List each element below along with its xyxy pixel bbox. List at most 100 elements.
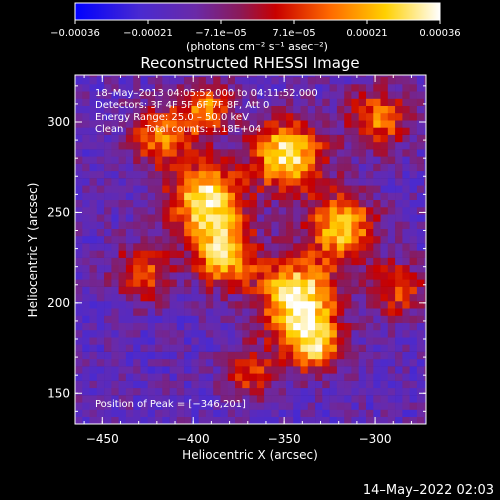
heatmap-cell	[329, 416, 338, 424]
heatmap-cell	[140, 76, 149, 85]
heatmap-cell	[220, 127, 229, 135]
heatmap-cell	[366, 337, 374, 345]
heatmap-cell	[89, 214, 98, 222]
heatmap-cell	[176, 243, 185, 251]
heatmap-cell	[373, 257, 381, 266]
heatmap-cell	[133, 214, 141, 222]
heatmap-cell	[329, 127, 338, 135]
heatmap-cell	[118, 395, 127, 403]
heatmap-cell	[402, 228, 410, 237]
heatmap-cell	[416, 134, 425, 143]
heatmap-cell	[198, 380, 207, 389]
annotation-detectors: Detectors: 3F 4F 5F 6F 7F 8F, Att 0	[95, 100, 269, 111]
heatmap-cell	[329, 91, 338, 99]
heatmap-cell	[373, 75, 381, 78]
heatmap-cell	[82, 387, 90, 396]
heatmap-cell	[416, 330, 425, 338]
heatmap-cell	[176, 358, 185, 367]
heatmap-cell	[249, 380, 258, 389]
heatmap-cell	[336, 293, 345, 302]
heatmap-cell	[198, 293, 207, 302]
heatmap-cell	[235, 91, 243, 99]
heatmap-cell	[387, 337, 396, 345]
heatmap-cell	[96, 272, 105, 280]
heatmap-cell	[82, 337, 90, 345]
heatmap-cell	[162, 235, 170, 244]
heatmap-cell	[176, 409, 185, 417]
heatmap-cell	[409, 264, 418, 273]
heatmap-cell	[271, 185, 279, 193]
heatmap-cell	[242, 279, 250, 287]
heatmap-cell	[140, 279, 149, 287]
heatmap-cell	[125, 156, 134, 164]
heatmap-cell	[424, 344, 426, 352]
heatmap-cell	[75, 170, 83, 179]
heatmap-cell	[242, 170, 250, 179]
heatmap-cell	[125, 214, 134, 222]
heatmap-cell	[286, 91, 294, 99]
heatmap-cell	[351, 235, 359, 244]
heatmap-cell	[227, 105, 236, 114]
heatmap-cell	[249, 207, 258, 215]
heatmap-cell	[155, 134, 163, 143]
heatmap-cell	[329, 192, 338, 200]
heatmap-cell	[300, 358, 309, 367]
heatmap-cell	[235, 402, 243, 410]
heatmap-cell	[380, 178, 389, 186]
heatmap-cell	[133, 76, 141, 85]
y-tick-label: 300	[47, 115, 70, 129]
heatmap-cell	[402, 380, 410, 389]
heatmap-cell	[409, 98, 418, 106]
heatmap-cell	[373, 243, 381, 251]
heatmap-cell	[82, 84, 90, 92]
heatmap-cell	[176, 127, 185, 135]
heatmap-cell	[104, 395, 112, 403]
heatmap-cell	[344, 185, 352, 193]
heatmap-cell	[162, 185, 170, 193]
heatmap-cell	[322, 75, 330, 78]
heatmap-cell	[329, 272, 338, 280]
heatmap-cell	[104, 75, 112, 78]
heatmap-cell	[380, 228, 389, 237]
heatmap-cell	[96, 214, 105, 222]
chart-title: Reconstructed RHESSI Image	[140, 54, 359, 72]
heatmap-cell	[82, 395, 90, 403]
heatmap-cell	[184, 344, 192, 352]
heatmap-cell	[111, 402, 119, 410]
heatmap-cell	[169, 330, 178, 338]
heatmap-cell	[424, 416, 426, 424]
heatmap-cell	[75, 409, 83, 417]
heatmap-cell	[191, 120, 199, 128]
heatmap-cell	[235, 178, 243, 186]
heatmap-cell	[373, 98, 381, 106]
heatmap-cell	[409, 344, 418, 352]
heatmap-cell	[416, 373, 425, 381]
heatmap-cell	[147, 344, 156, 352]
heatmap-cell	[162, 409, 170, 417]
heatmap-cell	[176, 301, 185, 309]
heatmap-cell	[140, 293, 149, 302]
heatmap-cell	[424, 250, 426, 258]
heatmap-cell	[176, 257, 185, 266]
heatmap-cell	[176, 279, 185, 287]
heatmap-cell	[220, 149, 229, 157]
heatmap-cell	[147, 286, 156, 295]
heatmap-cell	[416, 214, 425, 222]
heatmap-cell	[286, 207, 294, 215]
heatmap-cell	[155, 315, 163, 323]
heatmap-cell	[322, 380, 330, 389]
heatmap-cell	[387, 170, 396, 179]
heatmap-cell	[351, 272, 359, 280]
heatmap-cell	[249, 301, 258, 309]
heatmap-cell	[213, 387, 221, 396]
heatmap-cell	[286, 416, 294, 424]
heatmap-cell	[242, 308, 250, 316]
heatmap-cell	[155, 387, 163, 396]
heatmap-cell	[75, 75, 83, 78]
heatmap-cell	[205, 301, 214, 309]
heatmap-cell	[133, 98, 141, 106]
heatmap-cell	[271, 149, 279, 157]
heatmap-cell	[176, 75, 185, 78]
heatmap-cell	[351, 286, 359, 295]
heatmap-cell	[205, 170, 214, 179]
